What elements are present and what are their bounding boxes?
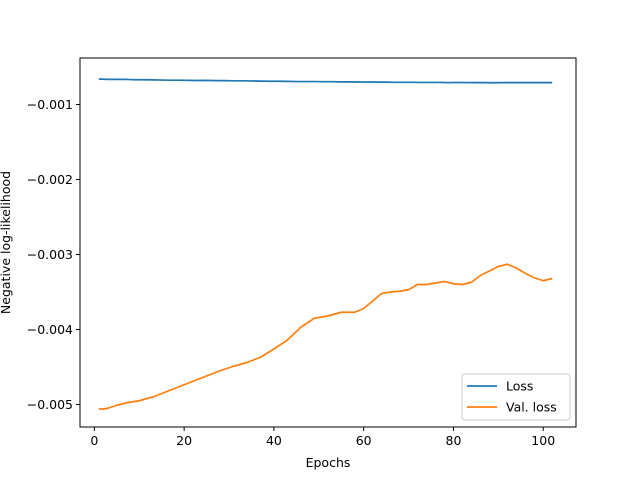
y-axis-label: Negative log-likelihood (0, 171, 13, 314)
y-tick-label: −0.005 (27, 397, 73, 412)
series-line-loss (98, 78, 553, 84)
y-tick-label: −0.004 (27, 322, 73, 337)
legend-label-loss: Loss (506, 379, 533, 394)
x-tick-label: 80 (446, 433, 462, 448)
plot-frame (79, 57, 577, 428)
x-tick-label: 0 (90, 433, 98, 448)
y-axis: −0.005 −0.004 −0.003 −0.002 −0.001 (27, 97, 80, 412)
x-axis: 0 20 40 60 80 100 (90, 427, 555, 448)
legend: Loss Val. loss (461, 373, 571, 421)
x-tick-label: 60 (356, 433, 372, 448)
x-tick-label: 100 (531, 433, 555, 448)
series-layer (98, 78, 553, 410)
x-axis-label: Epochs (306, 455, 351, 470)
legend-label-val-loss: Val. loss (506, 400, 557, 415)
x-tick-label: 20 (176, 433, 192, 448)
x-tick-label: 40 (266, 433, 282, 448)
y-tick-label: −0.001 (27, 97, 73, 112)
y-tick-label: −0.002 (27, 172, 73, 187)
y-tick-label: −0.003 (27, 247, 73, 262)
series-line-val-loss (98, 263, 553, 410)
